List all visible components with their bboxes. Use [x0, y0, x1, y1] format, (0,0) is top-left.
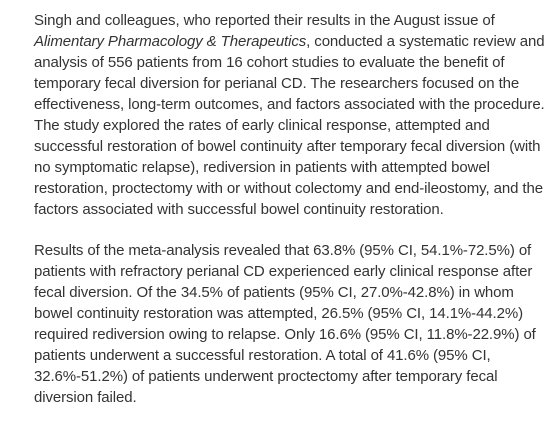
journal-name: Alimentary Pharmacology & Therapeutics	[34, 33, 307, 50]
paragraph-study-description: Singh and colleagues, who reported their…	[34, 10, 554, 220]
paragraph-results: Results of the meta-analysis revealed th…	[34, 242, 536, 406]
paragraph-1-body-text: , conducted a systematic review and anal…	[34, 33, 545, 218]
article-body: Singh and colleagues, who reported their…	[34, 10, 554, 408]
paragraph-1-intro-text: Singh and colleagues, who reported their…	[34, 12, 495, 29]
